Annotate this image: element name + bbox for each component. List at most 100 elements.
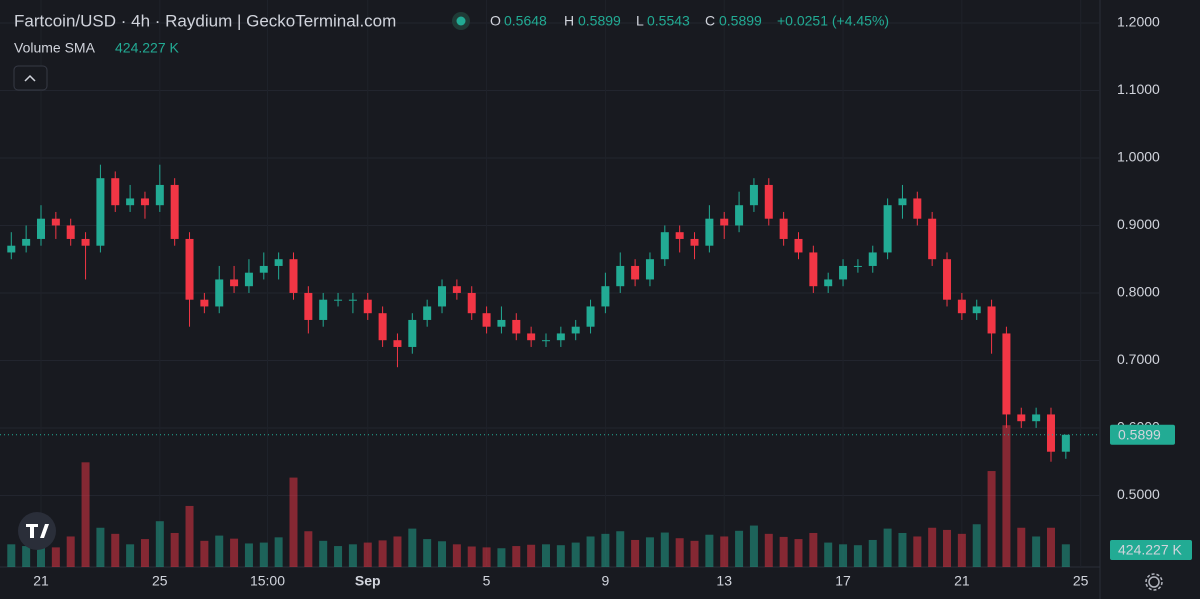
ohlc-value: 0.5648: [504, 13, 547, 29]
volume-bar: [408, 528, 417, 567]
volume-bar: [170, 532, 179, 567]
candle-body: [497, 319, 506, 327]
volume-bar: [230, 538, 239, 567]
x-tick-label: 21: [33, 573, 49, 589]
candle-body: [452, 286, 461, 293]
volume-bar: [438, 541, 447, 567]
candle-body: [482, 313, 491, 327]
y-tick-label: 1.0000: [1117, 149, 1160, 165]
last-price-label: 0.5899: [1118, 426, 1161, 442]
volume-bar: [452, 544, 461, 567]
volume-bar: [111, 533, 120, 567]
candle-body: [126, 198, 135, 206]
status-dot: [456, 16, 466, 26]
candle-body: [705, 218, 714, 246]
volume-bar: [571, 542, 580, 567]
last-price-box: [1110, 424, 1175, 445]
volume-bar: [972, 524, 981, 567]
candle-body: [66, 225, 75, 239]
candle-body: [1002, 333, 1011, 415]
candle-body: [943, 259, 952, 300]
volume-bar: [883, 528, 892, 567]
candle-body: [809, 252, 818, 287]
candle-body: [438, 286, 447, 307]
volume-bar: [1017, 527, 1026, 567]
candle-body: [1032, 414, 1041, 422]
candle-body: [334, 299, 343, 301]
settings-icon: [1145, 573, 1163, 591]
volume-bar: [601, 533, 610, 567]
y-tick-label: 1.2000: [1117, 14, 1160, 30]
volume-bar: [868, 539, 877, 567]
volume-bar: [675, 538, 684, 567]
volume-bar: [22, 546, 31, 567]
candle-body: [675, 232, 684, 239]
ohlc-label: L: [636, 13, 644, 29]
candle-body: [36, 218, 45, 239]
logo-mark: [26, 524, 49, 538]
collapse-button[interactable]: [13, 65, 48, 91]
volume-label: Volume SMA: [14, 40, 96, 56]
ohlc-value: 0.5543: [647, 13, 690, 29]
candle-body: [660, 232, 669, 260]
candle-body: [1017, 414, 1026, 422]
candle-body: [987, 306, 996, 334]
volume-bar: [586, 536, 595, 567]
volume-bar: [512, 546, 521, 567]
x-tick-label: 5: [483, 573, 491, 589]
volume-bar: [735, 530, 744, 567]
candle-body: [616, 265, 625, 287]
candle-body: [155, 184, 164, 206]
candle-body: [51, 218, 60, 226]
candle-body: [957, 299, 966, 314]
volume-bar: [289, 477, 298, 567]
candle-body: [868, 252, 877, 266]
volume-bar: [393, 536, 402, 567]
volume-bar: [363, 542, 372, 567]
y-tick-label: 0.8000: [1117, 284, 1160, 300]
settings-icon[interactable]: [1148, 576, 1160, 588]
volume-bar: [631, 539, 640, 567]
candle-body: [1061, 434, 1070, 452]
volume-bar: [527, 544, 536, 567]
volume-bar: [274, 537, 283, 567]
x-tick-label: 25: [1073, 573, 1089, 589]
volume-bar: [423, 539, 432, 567]
volume-bar: [200, 540, 209, 567]
candle-body: [972, 306, 981, 314]
candle-body: [853, 265, 862, 267]
candle-body: [244, 272, 253, 287]
volume-bar: [794, 539, 803, 567]
ohlc-value: 0.5899: [719, 13, 762, 29]
y-tick-label: 0.5000: [1117, 486, 1160, 502]
volume-bar: [943, 529, 952, 567]
volume-bar: [259, 542, 268, 567]
ohlc-label: C: [705, 13, 715, 29]
volume-bar: [155, 521, 164, 567]
x-tick-label: 9: [602, 573, 610, 589]
volume-bar: [1002, 425, 1011, 567]
volume-bar: [779, 536, 788, 567]
x-tick-label: 17: [835, 573, 851, 589]
volume-bar: [645, 537, 654, 567]
volume-bar: [720, 536, 729, 567]
volume-bar: [378, 540, 387, 567]
volume-bar: [749, 525, 758, 567]
ohlc-label: H: [564, 13, 574, 29]
candle-body: [274, 259, 283, 266]
candle-body: [289, 259, 298, 293]
volume-bar: [334, 546, 343, 567]
candle-body: [898, 198, 907, 206]
logo[interactable]: [18, 512, 56, 550]
ohlc-label: O: [490, 13, 501, 29]
y-tick-label: 0.9000: [1117, 216, 1160, 232]
volume-bar: [705, 534, 714, 567]
candle-body: [690, 238, 699, 246]
volume-bar: [556, 545, 565, 567]
volume-bar: [126, 544, 135, 567]
candle-body: [1046, 414, 1055, 452]
candle-body: [571, 326, 580, 334]
volume-bar: [1046, 527, 1055, 567]
volume-bar: [928, 527, 937, 567]
